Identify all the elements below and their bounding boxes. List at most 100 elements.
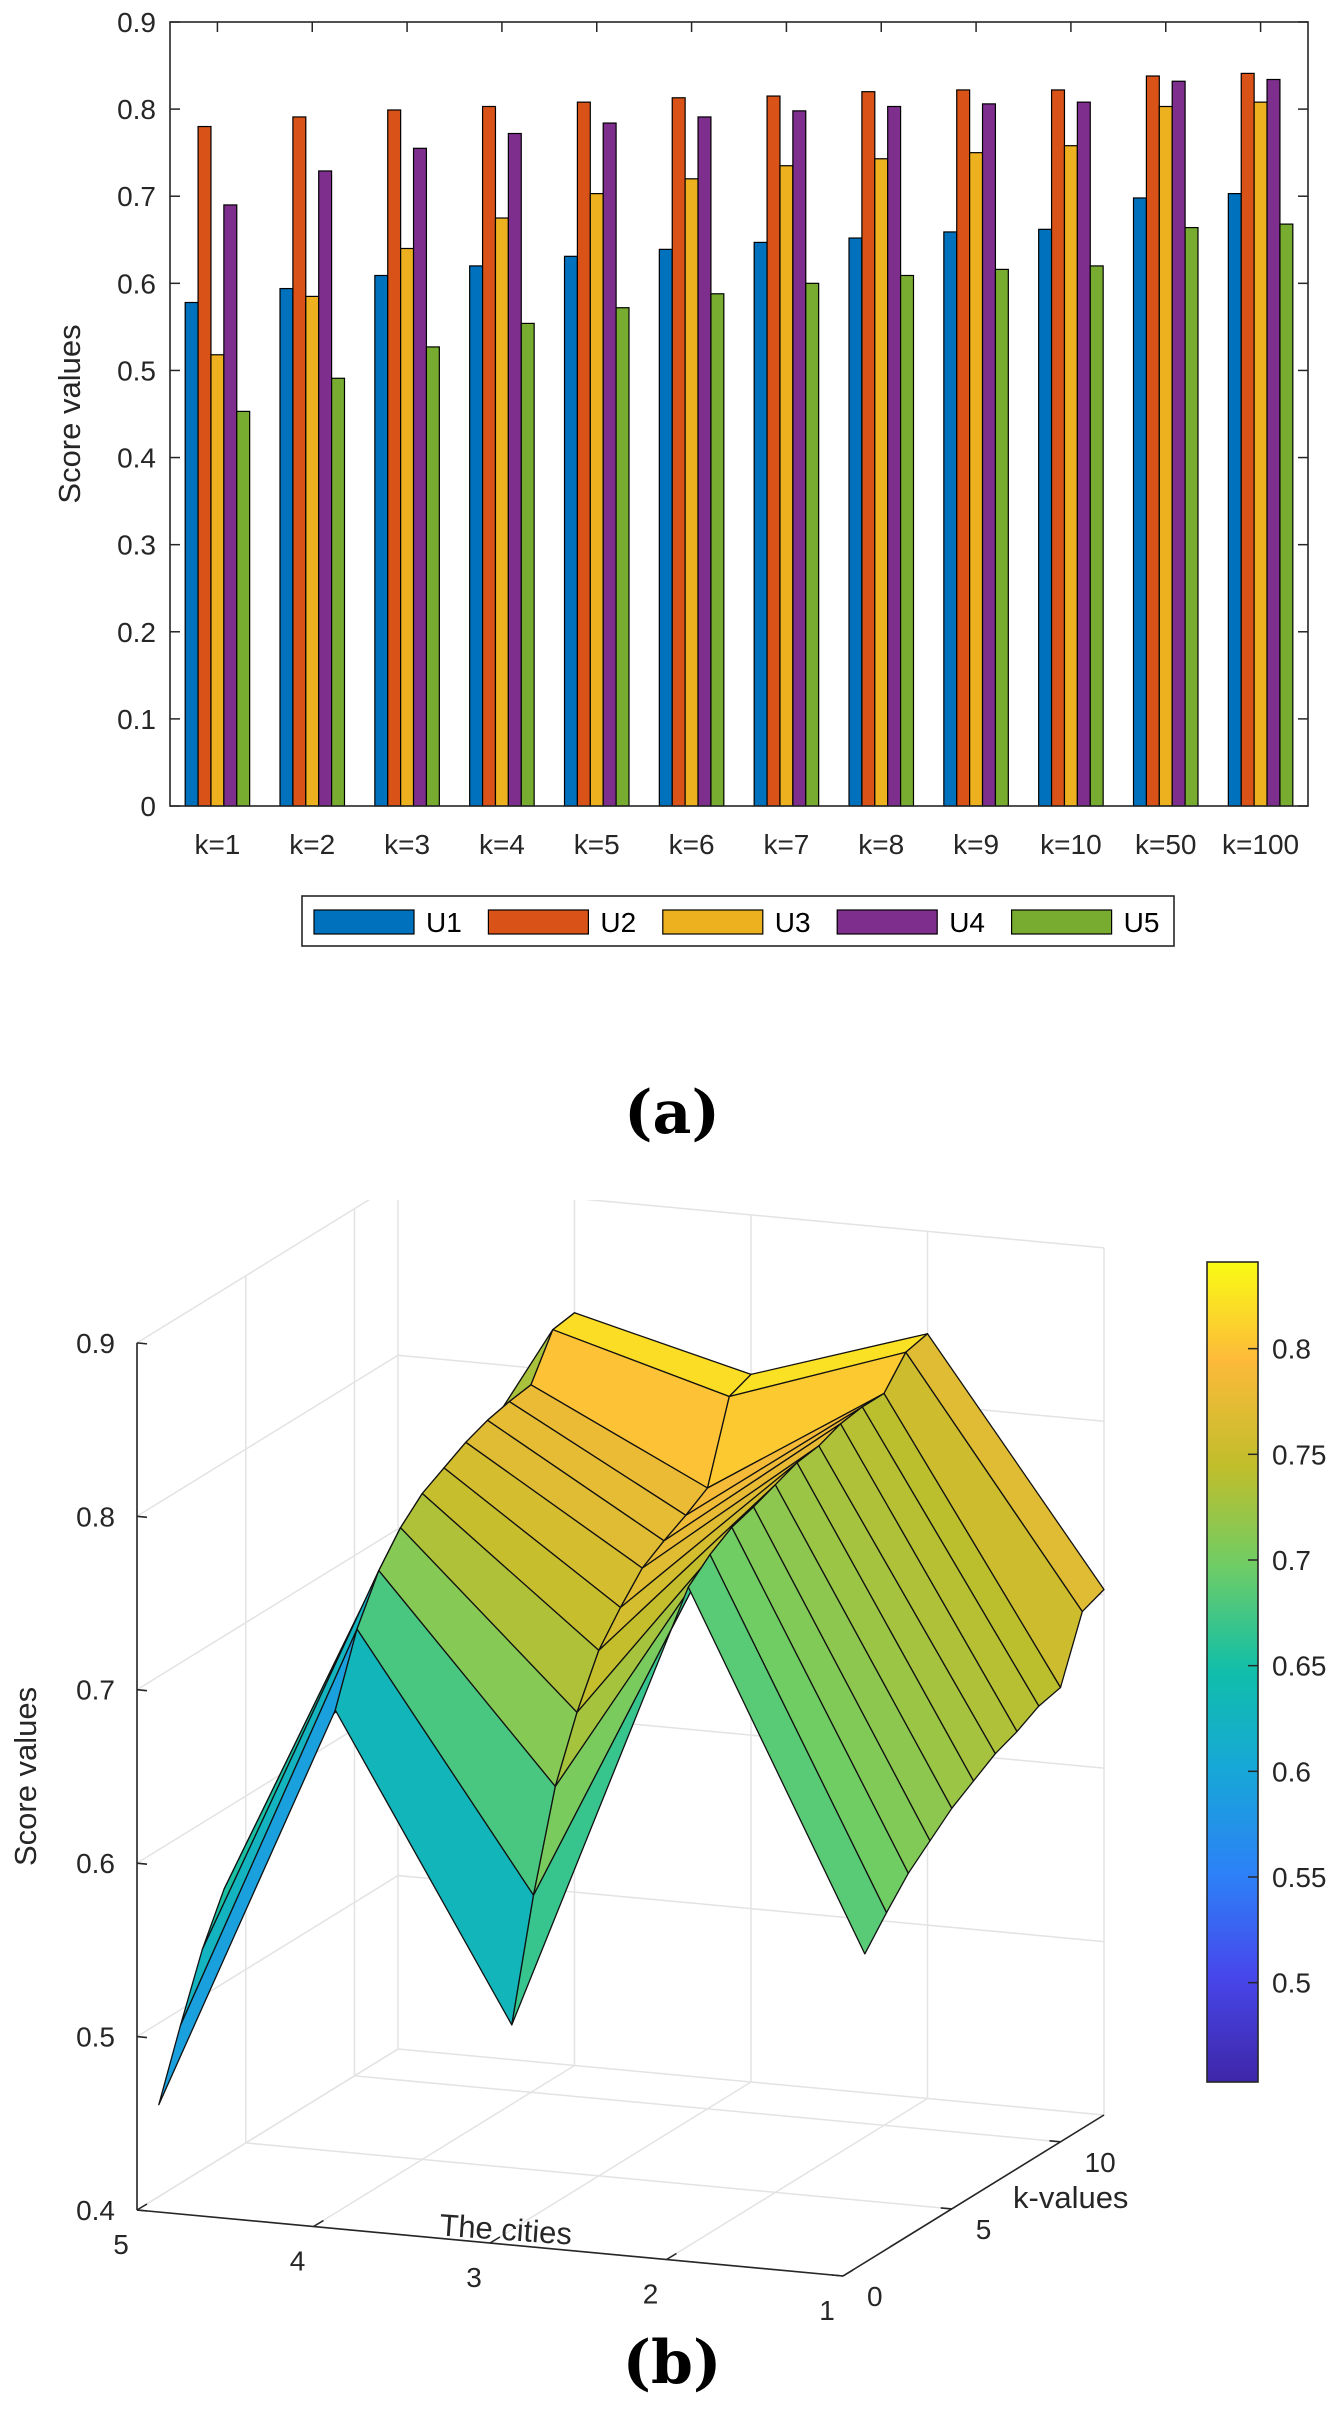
x-tick-mark (136, 2203, 148, 2211)
colorbar-tick-label: 0.5 (1272, 1968, 1311, 1999)
bar-u3 (874, 158, 889, 807)
colorbar-tick-label: 0.8 (1272, 1334, 1311, 1365)
bar-u5 (330, 377, 346, 807)
bar-u3 (1253, 101, 1268, 807)
z-tick-mark (136, 1342, 148, 1345)
bar-u3 (1158, 105, 1173, 807)
grid-line-k (245, 1275, 952, 2210)
bar-u2 (956, 89, 971, 807)
bar-u2 (671, 97, 686, 807)
x-tick-label: 4 (290, 2246, 306, 2277)
bar-u4 (602, 122, 617, 807)
x-tick-label: k=100 (1222, 829, 1299, 860)
y-tick-mark (1049, 2140, 1061, 2143)
bar-u2 (1050, 89, 1066, 807)
z-tick-mark (136, 1688, 148, 1692)
x-tick-label: k=2 (289, 829, 335, 860)
caption-b: (b) (622, 2328, 722, 2398)
plot-area (170, 22, 1308, 806)
bar-u5 (710, 293, 725, 807)
z-tick-label: 0.9 (76, 1328, 115, 1359)
y-axis-label: k-values (1013, 2180, 1128, 2215)
colorbar (1206, 1261, 1259, 2083)
z-tick-mark (136, 1515, 148, 1519)
bar-u4 (1076, 101, 1091, 807)
bar-u2 (766, 95, 781, 807)
bar-u5 (899, 274, 915, 807)
z-tick-mark (136, 2209, 148, 2212)
grid-line-city (136, 1200, 399, 2211)
colorbar-tick-label: 0.6 (1272, 1756, 1311, 1787)
y-tick-label: 5 (976, 2214, 992, 2245)
legend-swatch-u5 (1010, 909, 1113, 935)
grid-line-z (136, 1200, 1105, 1344)
bar-u4 (697, 116, 712, 807)
x-tick-mark (666, 2252, 677, 2261)
bar-u1 (1227, 193, 1242, 807)
bar-u3 (494, 217, 509, 807)
z-tick-label: 0.6 (76, 1848, 115, 1879)
x-tick-mark (489, 2236, 501, 2244)
bar-u5 (236, 410, 251, 807)
grid-line-z (136, 2048, 1105, 2211)
bar-u4 (507, 132, 522, 807)
bar-u4 (412, 147, 428, 807)
x-tick-label: k=3 (384, 829, 430, 860)
bar-u1 (563, 255, 579, 807)
bar-u1 (943, 231, 958, 807)
y-tick-label: 0 (140, 791, 156, 822)
z-tick-label: 0.5 (76, 2022, 115, 2053)
colorbar-tick-label: 0.55 (1272, 1862, 1327, 1893)
plot-frame (169, 21, 1309, 807)
y-tick-label: 10 (1085, 2147, 1116, 2178)
legend-label-u5: U5 (1124, 907, 1160, 938)
bar-u2 (576, 101, 591, 807)
bar-u5 (615, 307, 630, 807)
x-tick-mark (842, 2269, 854, 2277)
z-axis-label: Score values (8, 1687, 43, 1866)
legend-swatch-u3 (662, 909, 764, 935)
x-tick-label: k=4 (479, 829, 525, 860)
bar-u1 (374, 274, 389, 807)
grid-line-z (136, 1874, 1105, 2038)
z-tick-label: 0.4 (76, 2195, 115, 2226)
y-tick-label: 0 (867, 2281, 883, 2312)
z-tick-mark (136, 2035, 148, 2039)
bar-u2 (197, 125, 212, 807)
legend-label-u2: U2 (600, 907, 636, 938)
bar-u3 (779, 165, 794, 807)
bar-u1 (1038, 228, 1053, 807)
colorbar-tick-label: 0.75 (1272, 1439, 1327, 1470)
x-tick-label: k=9 (953, 829, 999, 860)
y-tick-label: 0.9 (117, 7, 156, 38)
bar-u3 (969, 152, 984, 807)
bar-u4 (1171, 80, 1186, 807)
bar-u4 (981, 103, 997, 807)
x-tick-label: k=8 (858, 829, 904, 860)
legend-swatch-u4 (836, 909, 938, 935)
bar-u5 (1279, 223, 1294, 807)
bar-u3 (684, 178, 699, 807)
bar-u1 (753, 241, 768, 807)
bar-u1 (658, 248, 673, 807)
bar-u2 (1240, 72, 1255, 807)
y-axis-label: Score values (52, 324, 87, 503)
x-tick-label: k=6 (669, 829, 715, 860)
bar-u4 (1266, 78, 1281, 807)
z-tick-mark (136, 1862, 148, 1865)
legend-label-u4: U4 (949, 907, 985, 938)
y-tick-label: 0.2 (117, 617, 156, 648)
z-tick-label: 0.8 (76, 1501, 115, 1532)
bar-u3 (400, 247, 415, 807)
bar-u4 (792, 110, 807, 807)
bar-chart: 0 0.1 0.2 0.3 0.4 0.5 0.6 0.7 0.8 0.9 k=1 k=2 k=3 k=4… (52, 7, 1309, 947)
x-tick-label: 2 (643, 2279, 659, 2310)
bar-u2 (292, 116, 307, 807)
y-tick-mark (831, 2274, 844, 2277)
colorbar-tick-label: 0.65 (1272, 1651, 1327, 1682)
legend-swatch-u2 (487, 909, 589, 935)
caption-a: (a) (624, 1078, 720, 1148)
x-tick-label: k=1 (194, 829, 240, 860)
surface-patch (687, 1553, 888, 1955)
